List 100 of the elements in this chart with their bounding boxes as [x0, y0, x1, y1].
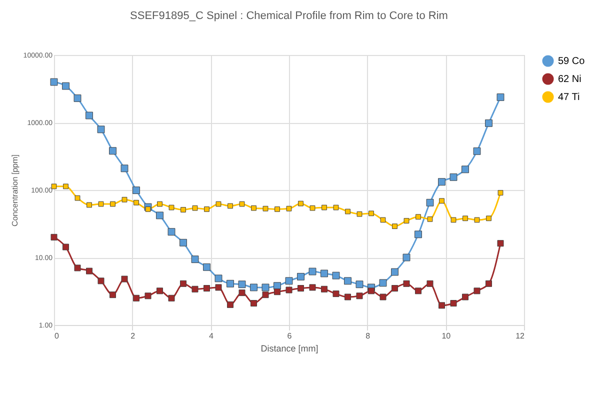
point [63, 184, 68, 190]
point [51, 184, 57, 190]
point [450, 300, 457, 306]
point [356, 211, 362, 217]
point [74, 195, 80, 201]
point [356, 292, 363, 300]
point [110, 292, 116, 298]
point [110, 201, 116, 207]
point [180, 207, 186, 212]
x-tick-label: 12 [516, 332, 526, 340]
point [473, 147, 481, 155]
point [156, 212, 164, 220]
point [180, 238, 187, 246]
point [368, 210, 374, 216]
y-axis-title: Concentration [ppm] [10, 154, 20, 227]
point [404, 218, 410, 224]
point [215, 284, 222, 291]
point [86, 268, 92, 274]
point [133, 294, 140, 302]
point [250, 284, 258, 292]
point [380, 217, 386, 223]
point [168, 228, 176, 236]
point [262, 292, 269, 298]
point [497, 240, 504, 247]
x-tick-label: 8 [366, 332, 371, 340]
point [332, 290, 340, 298]
point [192, 205, 198, 211]
point [238, 280, 246, 288]
point [62, 82, 70, 90]
point [298, 285, 304, 292]
point [50, 78, 58, 86]
x-tick-label: 10 [442, 332, 452, 340]
point [250, 300, 257, 306]
point [50, 234, 58, 240]
point [216, 201, 222, 207]
point [379, 279, 387, 287]
point [98, 278, 104, 284]
point [344, 277, 352, 285]
point [62, 244, 69, 250]
point [439, 198, 444, 204]
point [274, 206, 280, 212]
point [310, 205, 316, 211]
point [214, 274, 222, 282]
point [132, 186, 140, 194]
point [356, 280, 364, 288]
point [262, 284, 270, 292]
point [286, 206, 292, 212]
x-tick-label: 2 [130, 332, 136, 340]
point [391, 268, 398, 276]
point [274, 282, 281, 290]
point [192, 286, 198, 292]
point [392, 224, 398, 229]
point [426, 280, 434, 287]
point [332, 272, 340, 280]
point [238, 290, 246, 296]
point [157, 201, 162, 207]
point [344, 294, 351, 300]
point [403, 280, 410, 287]
point [251, 205, 256, 211]
chart-title: SSEF91895_C Spinel : Chemical Profile from Rim to Core to Rim [130, 10, 448, 22]
point [144, 292, 152, 300]
point [156, 288, 163, 294]
point [191, 256, 199, 264]
point [474, 217, 480, 223]
point [86, 112, 93, 120]
point [74, 94, 82, 102]
point [204, 285, 210, 292]
point [97, 126, 105, 134]
point [450, 173, 458, 181]
point [74, 264, 81, 272]
point [438, 178, 446, 186]
point [321, 286, 328, 292]
point [274, 288, 280, 296]
point [474, 288, 480, 294]
point [228, 203, 233, 209]
point [121, 276, 128, 282]
point [180, 280, 186, 287]
legend-label: 47 Ti [558, 92, 580, 103]
point [416, 214, 421, 220]
point [415, 288, 422, 294]
point [392, 285, 398, 292]
x-tick-label: 0 [54, 332, 60, 340]
point [462, 166, 469, 174]
point [109, 147, 116, 155]
legend-label: 59 Co [558, 56, 586, 67]
point [297, 272, 304, 280]
x-axis-title: Distance [mm] [260, 344, 318, 354]
point [402, 254, 410, 262]
point [204, 206, 210, 212]
point [309, 284, 316, 291]
point [239, 201, 245, 207]
point [426, 198, 434, 206]
point [226, 280, 234, 288]
point [368, 288, 374, 294]
x-tick-label: 4 [208, 332, 214, 340]
point [134, 200, 139, 206]
point [380, 294, 386, 300]
point [227, 301, 234, 308]
point [462, 216, 468, 222]
point [462, 294, 468, 300]
